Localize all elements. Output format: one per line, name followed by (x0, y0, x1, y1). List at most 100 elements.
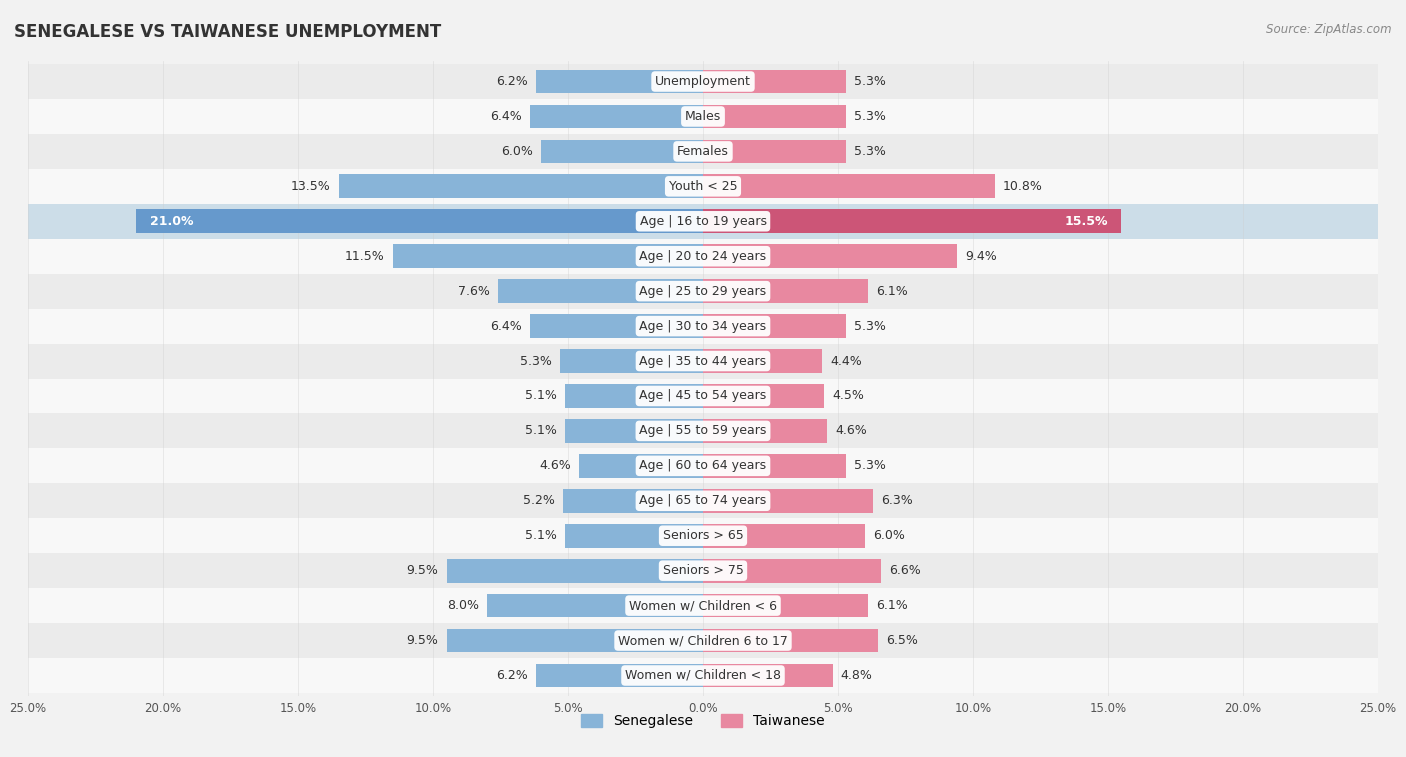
Bar (703, 314, 846, 338)
Bar (28, 448, 1378, 483)
Text: 4.5%: 4.5% (832, 389, 865, 403)
Text: Males: Males (685, 110, 721, 123)
Bar (136, 210, 703, 233)
Bar (530, 104, 703, 129)
Text: Age | 30 to 34 years: Age | 30 to 34 years (640, 319, 766, 332)
Text: 6.3%: 6.3% (882, 494, 912, 507)
Bar (565, 384, 703, 408)
Text: Seniors > 75: Seniors > 75 (662, 564, 744, 577)
Text: Seniors > 65: Seniors > 65 (662, 529, 744, 542)
Text: Age | 16 to 19 years: Age | 16 to 19 years (640, 215, 766, 228)
Text: 5.3%: 5.3% (855, 319, 886, 332)
Text: 5.3%: 5.3% (855, 459, 886, 472)
Text: 6.1%: 6.1% (876, 599, 907, 612)
Bar (562, 489, 703, 512)
Bar (28, 274, 1378, 309)
Bar (28, 134, 1378, 169)
Bar (28, 413, 1378, 448)
Text: 9.4%: 9.4% (965, 250, 997, 263)
Bar (703, 489, 873, 512)
Text: Women w/ Children < 6: Women w/ Children < 6 (628, 599, 778, 612)
Text: 15.5%: 15.5% (1064, 215, 1108, 228)
Bar (339, 174, 703, 198)
Bar (703, 593, 868, 618)
Bar (28, 204, 1378, 238)
Text: Age | 65 to 74 years: Age | 65 to 74 years (640, 494, 766, 507)
Bar (703, 70, 846, 93)
Bar (28, 658, 1378, 693)
Text: 5.3%: 5.3% (520, 354, 551, 368)
Text: 6.0%: 6.0% (501, 145, 533, 158)
Bar (703, 454, 846, 478)
Text: 7.6%: 7.6% (458, 285, 489, 298)
Text: Age | 20 to 24 years: Age | 20 to 24 years (640, 250, 766, 263)
Text: 10.8%: 10.8% (1002, 180, 1042, 193)
Bar (703, 139, 846, 164)
Text: 6.2%: 6.2% (496, 669, 527, 682)
Text: Women w/ Children < 18: Women w/ Children < 18 (626, 669, 780, 682)
Bar (28, 553, 1378, 588)
Bar (536, 70, 703, 93)
Text: Age | 25 to 29 years: Age | 25 to 29 years (640, 285, 766, 298)
Bar (28, 483, 1378, 519)
Bar (703, 245, 956, 268)
Text: 5.1%: 5.1% (526, 389, 557, 403)
Bar (703, 628, 879, 653)
Bar (530, 314, 703, 338)
Bar (486, 593, 703, 618)
Text: 11.5%: 11.5% (344, 250, 384, 263)
Bar (498, 279, 703, 303)
Text: 5.1%: 5.1% (526, 425, 557, 438)
Bar (28, 238, 1378, 274)
Text: Youth < 25: Youth < 25 (669, 180, 737, 193)
Text: Source: ZipAtlas.com: Source: ZipAtlas.com (1267, 23, 1392, 36)
Text: 5.2%: 5.2% (523, 494, 554, 507)
Text: Females: Females (678, 145, 728, 158)
Bar (703, 104, 846, 129)
Bar (703, 174, 994, 198)
Bar (703, 559, 882, 583)
Text: 5.1%: 5.1% (526, 529, 557, 542)
Bar (703, 384, 824, 408)
Text: 13.5%: 13.5% (291, 180, 330, 193)
Text: Age | 55 to 59 years: Age | 55 to 59 years (640, 425, 766, 438)
Bar (392, 245, 703, 268)
Bar (565, 419, 703, 443)
Text: Age | 35 to 44 years: Age | 35 to 44 years (640, 354, 766, 368)
Text: Age | 45 to 54 years: Age | 45 to 54 years (640, 389, 766, 403)
Text: 6.2%: 6.2% (496, 75, 527, 88)
Bar (703, 524, 865, 547)
Text: 6.0%: 6.0% (873, 529, 905, 542)
Text: 4.6%: 4.6% (538, 459, 571, 472)
Text: Women w/ Children 6 to 17: Women w/ Children 6 to 17 (619, 634, 787, 647)
Bar (560, 349, 703, 373)
Text: 6.6%: 6.6% (889, 564, 921, 577)
Text: 5.3%: 5.3% (855, 110, 886, 123)
Bar (28, 309, 1378, 344)
Bar (703, 664, 832, 687)
Bar (447, 559, 703, 583)
Text: Unemployment: Unemployment (655, 75, 751, 88)
Legend: Senegalese, Taiwanese: Senegalese, Taiwanese (576, 709, 830, 734)
Bar (28, 519, 1378, 553)
Bar (28, 169, 1378, 204)
Bar (28, 588, 1378, 623)
Bar (703, 210, 1122, 233)
Text: 6.5%: 6.5% (887, 634, 918, 647)
Bar (703, 349, 821, 373)
Bar (565, 524, 703, 547)
Text: 6.1%: 6.1% (876, 285, 907, 298)
Bar (703, 419, 827, 443)
Text: 5.3%: 5.3% (855, 75, 886, 88)
Bar (536, 664, 703, 687)
Text: 9.5%: 9.5% (406, 634, 439, 647)
Text: 6.4%: 6.4% (491, 319, 522, 332)
Bar (28, 99, 1378, 134)
Bar (28, 64, 1378, 99)
Bar (28, 623, 1378, 658)
Bar (28, 378, 1378, 413)
Text: 4.8%: 4.8% (841, 669, 873, 682)
Bar (703, 279, 868, 303)
Bar (541, 139, 703, 164)
Text: 9.5%: 9.5% (406, 564, 439, 577)
